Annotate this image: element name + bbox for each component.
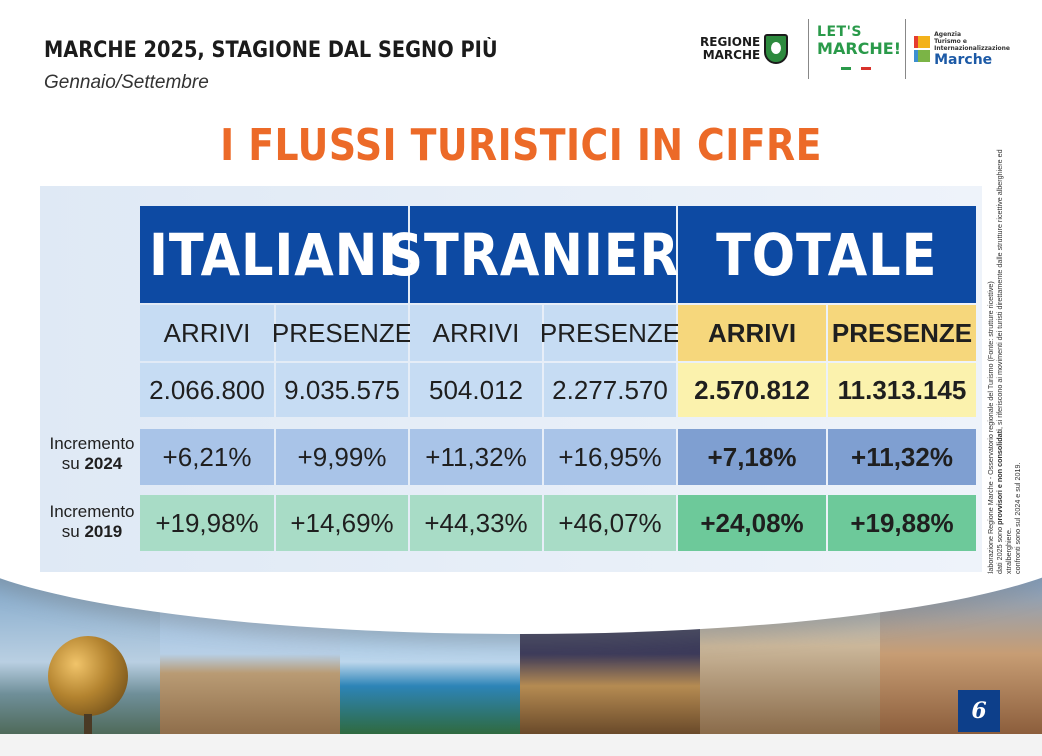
value-totale-presenze: 11.313.145 bbox=[828, 363, 976, 417]
subheader-totale-arrivi: ARRIVI bbox=[678, 305, 826, 361]
source-note: Elaborazione Regione Marche - Osservator… bbox=[986, 149, 1022, 578]
row-label-2024: Incremento su 2024 bbox=[49, 434, 135, 473]
regione-logo-line2: MARCHE bbox=[702, 48, 761, 62]
italian-flag-icon bbox=[841, 67, 872, 70]
logo-divider bbox=[808, 19, 810, 79]
page-number: 6 bbox=[958, 690, 1000, 732]
agenzia-turismo-logo: Agenzia Turismo e Internazionalizzazione… bbox=[914, 24, 1010, 74]
lets-marche-bottom: MARCHE! bbox=[817, 39, 902, 58]
inc2019-italiani-arrivi: +19,98% bbox=[140, 495, 274, 551]
inc2024-totale-arrivi: +7,18% bbox=[678, 429, 826, 485]
row-label-2019: Incremento su 2019 bbox=[49, 502, 135, 541]
inc2019-totale-presenze: +19,88% bbox=[828, 495, 976, 551]
regione-logo-line1: REGIONE bbox=[700, 35, 761, 49]
value-italiani-presenze: 9.035.575 bbox=[276, 363, 408, 417]
agenzia-line3: Internazionalizzazione bbox=[934, 44, 1010, 52]
lets-marche-logo: LET'S MARCHE! bbox=[817, 24, 902, 74]
header-subtitle: Gennaio/Settembre bbox=[44, 72, 209, 93]
pinwheel-icon bbox=[914, 36, 931, 62]
inc2024-totale-presenze: +11,32% bbox=[828, 429, 976, 485]
inc2019-stranieri-arrivi: +44,33% bbox=[410, 495, 542, 551]
value-stranieri-presenze: 2.277.570 bbox=[544, 363, 676, 417]
footer-band bbox=[0, 734, 1042, 756]
value-italiani-arrivi: 2.066.800 bbox=[140, 363, 274, 417]
bronze-sphere-icon bbox=[48, 636, 128, 716]
group-header-stranieri: STRANIERI bbox=[386, 206, 699, 303]
main-title: I FLUSSI TURISTICI IN CIFRE bbox=[220, 120, 822, 171]
inc2024-stranieri-presenze: +16,95% bbox=[544, 429, 676, 485]
regione-marche-logo: REGIONE MARCHE bbox=[700, 24, 800, 74]
inc2024-italiani-presenze: +9,99% bbox=[276, 429, 408, 485]
subheader-stranieri-arrivi: ARRIVI bbox=[410, 305, 542, 361]
group-header-italiani: ITALIANI bbox=[140, 206, 408, 303]
agenzia-line2: Turismo e bbox=[934, 37, 967, 45]
subheader-totale-presenze: PRESENZE bbox=[828, 305, 976, 361]
value-totale-arrivi: 2.570.812 bbox=[678, 363, 826, 417]
sphere-base bbox=[84, 714, 92, 734]
inc2024-italiani-arrivi: +6,21% bbox=[140, 429, 274, 485]
inc2019-totale-arrivi: +24,08% bbox=[678, 495, 826, 551]
lets-marche-top: LET'S bbox=[817, 24, 862, 40]
inc2024-stranieri-arrivi: +11,32% bbox=[410, 429, 542, 485]
logo-bar: REGIONE MARCHE LET'S MARCHE! Agenzia Tur… bbox=[700, 18, 1010, 80]
agenzia-line1: Agenzia bbox=[934, 30, 962, 38]
logo-divider bbox=[905, 19, 906, 79]
subheader-stranieri-presenze: PRESENZE bbox=[540, 305, 680, 361]
header-title: MARCHE 2025, STAGIONE DAL SEGNO PIÙ bbox=[44, 38, 498, 63]
group-header-totale: TOTALE bbox=[678, 206, 976, 303]
value-stranieri-arrivi: 504.012 bbox=[410, 363, 542, 417]
inc2019-italiani-presenze: +14,69% bbox=[276, 495, 408, 551]
agenzia-big: Marche bbox=[934, 51, 993, 68]
subheader-italiani-presenze: PRESENZE bbox=[272, 305, 412, 361]
regione-shield-icon bbox=[764, 34, 789, 64]
photo-collage bbox=[0, 574, 1042, 734]
subheader-italiani-arrivi: ARRIVI bbox=[140, 305, 274, 361]
inc2019-stranieri-presenze: +46,07% bbox=[544, 495, 676, 551]
